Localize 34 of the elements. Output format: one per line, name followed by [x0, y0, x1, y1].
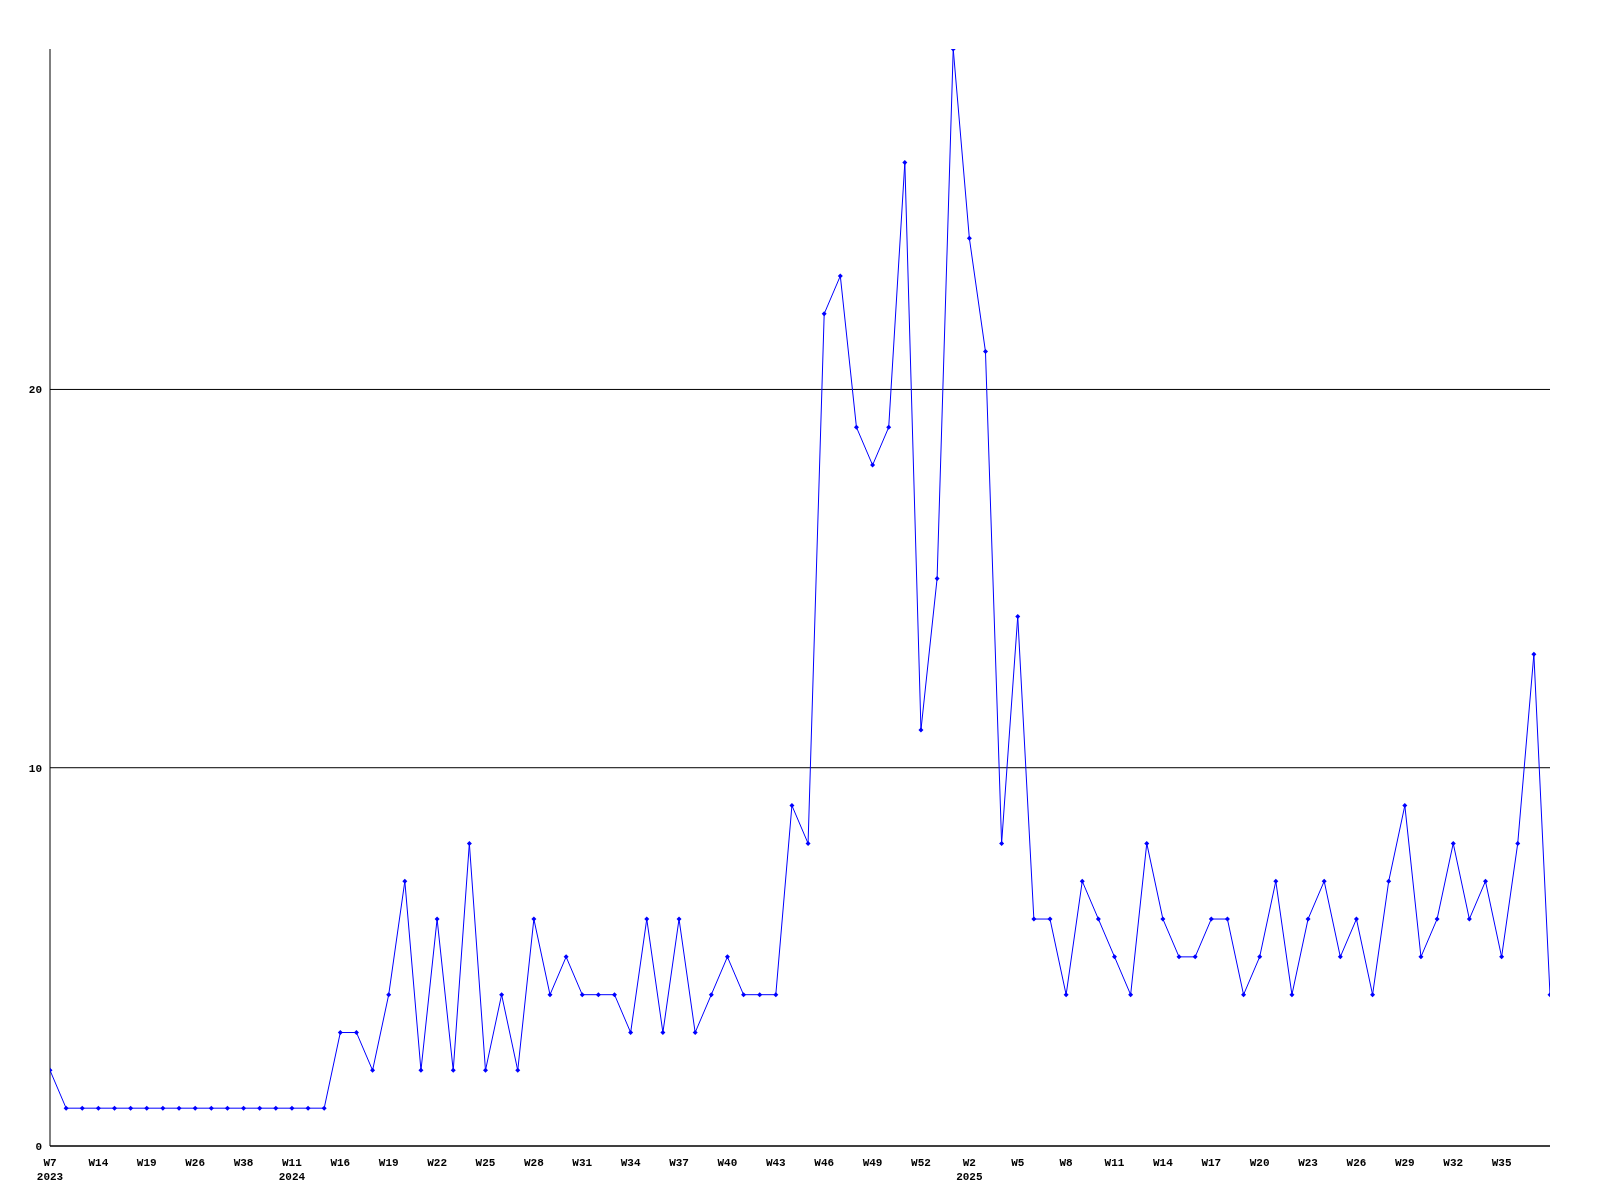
x-tick-label: W49	[862, 1157, 883, 1169]
y-tick-label: 0	[35, 1140, 42, 1153]
x-tick-label: W52	[911, 1157, 931, 1169]
x-tick-label: W8	[1059, 1157, 1074, 1169]
x-tick-label: W23	[1298, 1157, 1319, 1169]
x-tick-label: W17	[1201, 1157, 1222, 1169]
x-tick-label: W25	[475, 1157, 496, 1169]
x-tick-label: W38	[233, 1157, 254, 1169]
x-tick-label: W26	[185, 1157, 206, 1169]
x-tick-label: W28	[523, 1157, 545, 1169]
x-tick-label: W32	[1443, 1157, 1464, 1169]
x-tick-label: W31	[572, 1157, 593, 1169]
x-tick-label: W35	[1491, 1157, 1512, 1169]
x-tick-label: W16	[330, 1157, 351, 1169]
y-tick-label: 10	[28, 762, 42, 775]
x-tick-label: W20	[1249, 1157, 1270, 1169]
x-tick-label: W29	[1394, 1157, 1415, 1169]
x-tick-label: W40	[717, 1157, 738, 1169]
x-tick-label: W46	[814, 1157, 835, 1169]
x-tick-label: W5	[1011, 1157, 1025, 1169]
x-tick-label: W34	[620, 1157, 641, 1169]
x-tick-label: W37	[669, 1157, 689, 1169]
x-tick-label: W22	[427, 1157, 447, 1169]
x-tick-label: W14	[88, 1157, 109, 1169]
x-tick-label: W43	[765, 1157, 787, 1169]
y-tick-label: 20	[28, 384, 42, 397]
x-tick-label: W11	[1104, 1157, 1125, 1169]
x-tick-label: W7 2023	[36, 1157, 64, 1183]
x-tick-label: W11 2024	[278, 1157, 306, 1183]
x-tick-label: W19	[136, 1157, 157, 1169]
x-tick-label: W14	[1153, 1157, 1174, 1169]
x-tick-label: W2 2025	[956, 1157, 983, 1183]
x-tick-label: W19	[378, 1157, 399, 1169]
x-tick-label: W26	[1346, 1157, 1367, 1169]
